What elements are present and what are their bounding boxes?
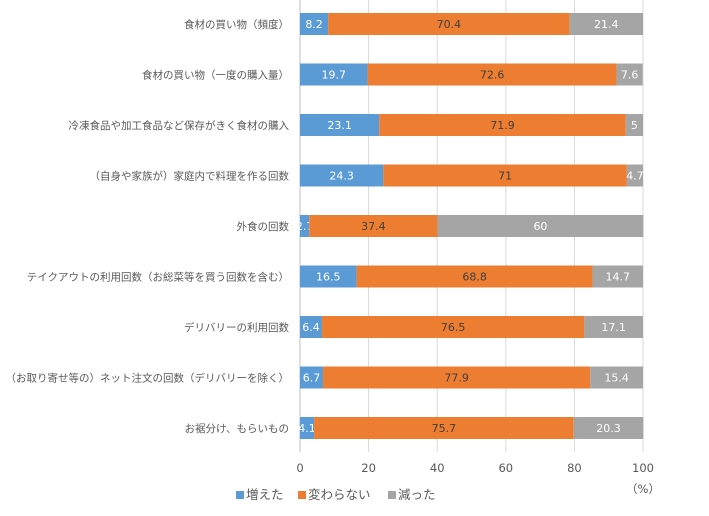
- category-labels: 食材の買い物（頻度） 食材の買い物（一度の購入量） 冷凍食品や加工食品など保存がきく…: [6, 18, 290, 435]
- data-label: 4.7: [626, 170, 644, 183]
- category-label: 外食の回数: [237, 220, 290, 233]
- data-label: 7.6: [621, 69, 639, 82]
- category-label: （お取り寄せ等の）ネット注文の回数（デリバリーを除く）: [6, 372, 290, 385]
- x-tick-label: 80: [567, 461, 582, 475]
- legend-label: 変わらない: [308, 487, 371, 502]
- x-tick-label: 0: [296, 461, 303, 475]
- data-label: 21.4: [594, 18, 619, 31]
- data-label: 6.4: [302, 321, 320, 334]
- bar-segment: [356, 265, 593, 288]
- bar-segment: [573, 417, 644, 439]
- data-label: 72.6: [480, 69, 505, 82]
- x-tick-label: 100: [632, 461, 654, 475]
- bar-segment: [300, 316, 322, 338]
- bar-segment: [300, 366, 323, 389]
- data-label: 71.9: [490, 119, 515, 132]
- data-label: 2.7: [296, 220, 314, 233]
- data-label: 8.2: [305, 18, 323, 31]
- bar-segment: [309, 215, 438, 237]
- x-tick-label: 40: [430, 461, 445, 475]
- legend-swatch: [388, 491, 396, 499]
- data-label: 5: [631, 119, 638, 132]
- legend: 増えた 変わらない 減った: [236, 487, 436, 502]
- data-label: 16.5: [316, 271, 341, 284]
- category-label: 食材の買い物（頻度）: [184, 18, 289, 31]
- data-label: 15.4: [604, 372, 629, 385]
- data-label: 19.7: [322, 69, 347, 82]
- bar-segment: [300, 215, 310, 237]
- data-label: 24.3: [329, 170, 354, 183]
- bar-segment: [626, 164, 643, 187]
- bar-segment: [625, 114, 643, 136]
- data-label: 14.7: [606, 271, 631, 284]
- legend-swatch: [298, 491, 306, 499]
- x-tick-labels: 0 20 40 60 80 100: [296, 461, 654, 475]
- data-label: 17.1: [601, 321, 626, 334]
- data-label: 77.9: [444, 372, 469, 385]
- bar-segment: [322, 366, 591, 389]
- bar-segment: [328, 13, 570, 35]
- data-label: 71: [498, 170, 512, 183]
- legend-swatch: [236, 491, 244, 499]
- data-label: 6.7: [303, 372, 321, 385]
- category-label: 冷凍食品や加工食品など保存がきく食材の購入: [69, 119, 290, 132]
- bar-segment: [314, 417, 574, 439]
- data-label: 37.4: [361, 220, 386, 233]
- legend-label: 減った: [398, 487, 436, 502]
- category-label: （自身や家族が）家庭内で料理を作る回数: [90, 170, 290, 183]
- category-label: お裾分け、もらいもの: [185, 422, 289, 435]
- data-label: 75.7: [432, 422, 457, 435]
- data-label: 70.4: [437, 18, 462, 31]
- data-label: 23.1: [327, 119, 352, 132]
- category-label: テイクアウトの利用回数（お総菜等を買う回数を含む）: [27, 271, 289, 284]
- bar-segment: [569, 13, 643, 35]
- legend-label: 増えた: [246, 487, 284, 502]
- data-label: 76.5: [441, 321, 466, 334]
- x-tick-label: 20: [361, 461, 376, 475]
- bar-segment: [616, 63, 643, 86]
- bar-segment: [300, 63, 368, 86]
- bar-segment: [592, 265, 643, 288]
- bar-segment: [300, 13, 329, 35]
- bar-segment: [300, 114, 380, 136]
- data-label: 20.3: [596, 422, 621, 435]
- bar-segment: [300, 417, 315, 439]
- category-label: 食材の買い物（一度の購入量）: [142, 69, 289, 82]
- x-tick-label: 60: [498, 461, 513, 475]
- data-label: 60: [533, 220, 547, 233]
- x-unit-label: （%）: [626, 482, 660, 496]
- data-label: 4.1: [298, 422, 316, 435]
- bar-segment: [437, 215, 644, 237]
- bar-segment: [383, 164, 627, 187]
- bar-segment: [379, 114, 626, 136]
- bar-segment: [367, 63, 617, 86]
- bar-segment: [300, 164, 384, 187]
- bar-segment: [321, 316, 585, 338]
- category-label: デリバリーの利用回数: [184, 321, 289, 334]
- bars: 8.2 70.4 21.4 19.7 72.6 7.6 23.1 71.9 5 24.3 71 4.7…: [296, 13, 644, 439]
- bar-segment: [590, 366, 643, 389]
- data-label: 68.8: [462, 271, 487, 284]
- bar-segment: [300, 265, 357, 288]
- bar-segment: [584, 316, 643, 338]
